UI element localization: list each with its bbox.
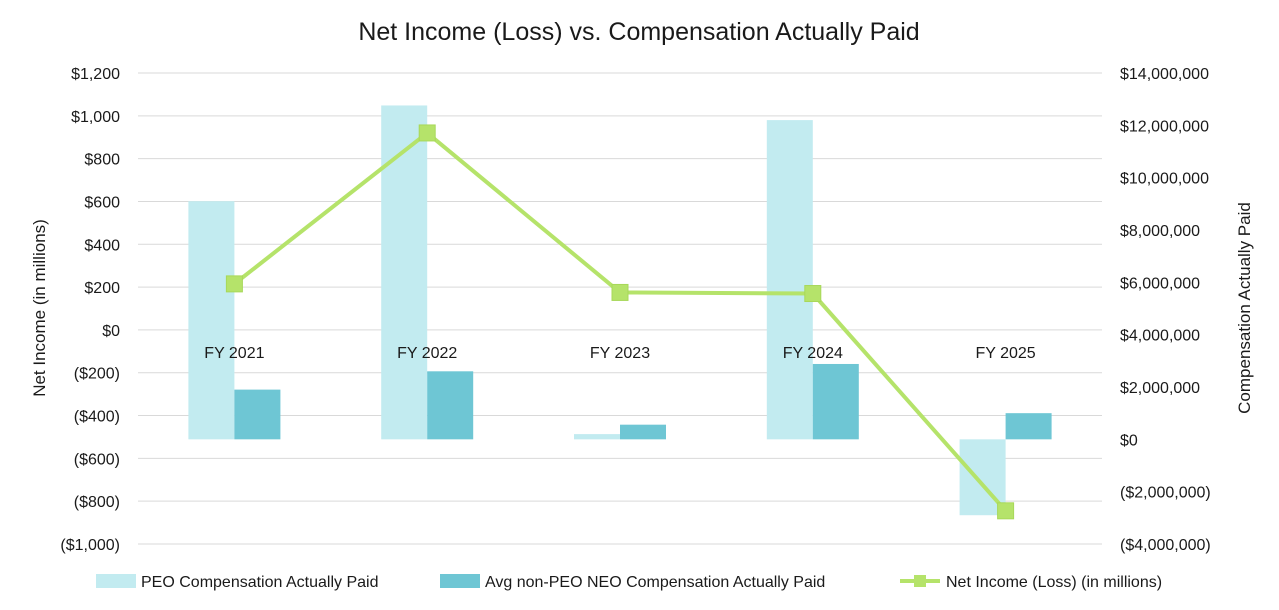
right-axis-title: Compensation Actually Paid xyxy=(1235,202,1254,414)
peo-cap-bar xyxy=(188,201,235,440)
left-tick-label: $600 xyxy=(84,194,120,211)
legend-label-peo: PEO Compensation Actually Paid xyxy=(141,574,378,591)
left-tick-label: ($1,000) xyxy=(60,537,120,554)
peo-cap-bar xyxy=(766,120,813,440)
line-series xyxy=(225,124,1015,520)
net-income-point xyxy=(418,124,436,142)
right-tick-label: ($2,000,000) xyxy=(1120,485,1211,502)
category-label: FY 2022 xyxy=(397,345,457,362)
chart-title: Net Income (Loss) vs. Compensation Actua… xyxy=(358,18,919,46)
category-label: FY 2021 xyxy=(204,345,264,362)
neo-cap-bar xyxy=(812,363,859,440)
peo-cap-bar xyxy=(574,434,620,440)
left-tick-label: $1,000 xyxy=(71,109,120,126)
left-tick-label: $400 xyxy=(84,237,120,254)
legend-swatch-peo xyxy=(96,574,136,588)
net-income-point xyxy=(997,502,1015,520)
category-label: FY 2024 xyxy=(783,345,843,362)
right-tick-label: $6,000,000 xyxy=(1120,275,1200,292)
right-tick-label: $10,000,000 xyxy=(1120,171,1209,188)
left-tick-label: ($600) xyxy=(74,451,120,468)
bars xyxy=(188,105,1052,516)
right-tick-label: $8,000,000 xyxy=(1120,223,1200,240)
neo-cap-bar xyxy=(427,371,474,440)
legend-swatch-neo xyxy=(440,574,480,588)
left-tick-label: $800 xyxy=(84,152,120,169)
right-tick-label: $0 xyxy=(1120,432,1138,449)
left-tick-label: $0 xyxy=(102,323,120,340)
right-tick-label: $2,000,000 xyxy=(1120,380,1200,397)
left-tick-label: ($800) xyxy=(74,494,120,511)
net-income-line xyxy=(233,130,1008,513)
net-income-point xyxy=(611,283,629,301)
legend: PEO Compensation Actually Paid Avg non-PE… xyxy=(96,574,1162,591)
right-axis: $14,000,000 $12,000,000 $10,000,000 $8,000,… xyxy=(1120,66,1211,554)
legend-label-net-income: Net Income (Loss) (in millions) xyxy=(946,574,1162,591)
legend-marker-net-income xyxy=(914,575,926,587)
left-tick-label: $200 xyxy=(84,280,120,297)
right-tick-label: $4,000,000 xyxy=(1120,328,1200,345)
peo-cap-bar xyxy=(381,105,428,440)
neo-cap-bar xyxy=(234,389,281,440)
net-income-point xyxy=(225,275,243,293)
neo-cap-bar xyxy=(620,424,666,440)
left-axis-title: Net Income (in millions) xyxy=(30,219,49,397)
right-tick-label: $12,000,000 xyxy=(1120,118,1209,135)
neo-cap-bar xyxy=(1005,413,1052,440)
right-tick-label: ($4,000,000) xyxy=(1120,537,1211,554)
left-tick-label: ($200) xyxy=(74,366,120,383)
right-tick-label: $14,000,000 xyxy=(1120,66,1209,83)
left-tick-label: ($400) xyxy=(74,409,120,426)
left-tick-label: $1,200 xyxy=(71,66,120,83)
category-label: FY 2023 xyxy=(590,345,650,362)
category-label: FY 2025 xyxy=(975,345,1035,362)
net-income-point xyxy=(804,285,822,303)
gridlines xyxy=(138,72,1102,545)
category-labels: FY 2021 FY 2022 FY 2023 FY 2024 FY 2025 xyxy=(204,345,1035,362)
legend-label-neo: Avg non-PEO NEO Compensation Actually Pa… xyxy=(485,574,825,591)
left-axis: $1,200 $1,000 $800 $600 $400 $200 $0 ($200) ($40… xyxy=(60,66,120,554)
